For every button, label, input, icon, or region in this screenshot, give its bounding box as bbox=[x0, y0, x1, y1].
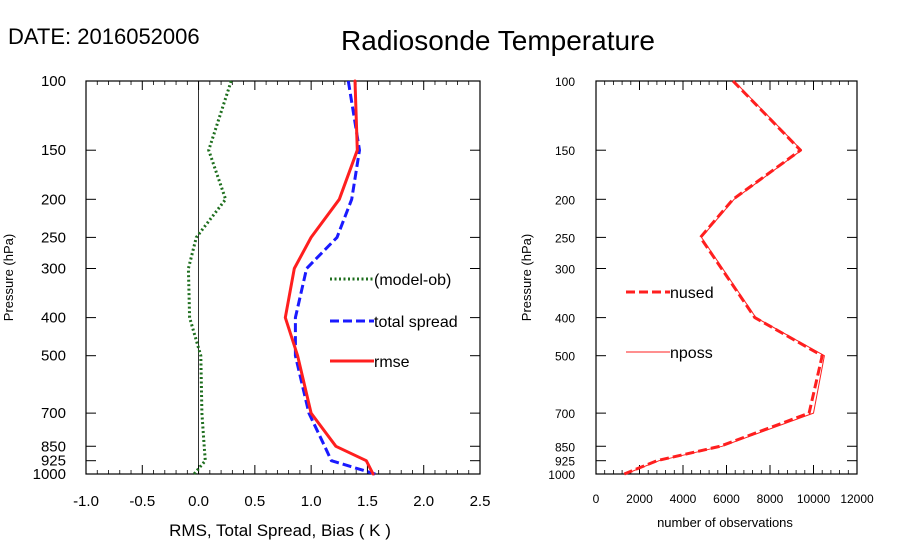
x-tick-label: 1.5 bbox=[357, 493, 378, 510]
x-tick-label: 0.5 bbox=[244, 493, 265, 510]
y-tick-label: 850 bbox=[555, 440, 575, 454]
legend-label: rmse bbox=[374, 354, 410, 371]
chart-title: Radiosonde Temperature bbox=[341, 25, 655, 56]
legend-label: (model-ob) bbox=[374, 272, 451, 289]
y-tick-label: 700 bbox=[555, 407, 575, 421]
y-axis-label: Pressure (hPa) bbox=[1, 234, 16, 321]
x-tick-label: 1.0 bbox=[301, 493, 322, 510]
series-line-nposs bbox=[625, 80, 825, 475]
y-tick-label: 925 bbox=[555, 455, 575, 469]
y-tick-label: 200 bbox=[555, 193, 575, 207]
y-tick-label: 925 bbox=[41, 453, 66, 470]
plot-frame bbox=[85, 80, 481, 475]
y-tick-label: 300 bbox=[555, 263, 575, 277]
legend-label: nused bbox=[670, 285, 714, 302]
left-panel: -1.0 -0.5 0.0 0.5 1.0 1.5 2.0 2.5 100 150 200 250 30… bbox=[1, 73, 490, 540]
y-tick-label: 850 bbox=[41, 438, 66, 455]
y-tick-label: 500 bbox=[555, 350, 575, 364]
y-tick-label: 100 bbox=[555, 75, 575, 89]
y-tick-label: 300 bbox=[41, 261, 66, 278]
x-tick-label: 4000 bbox=[670, 492, 697, 506]
x-tick-label: 6000 bbox=[713, 492, 740, 506]
x-axis-label: RMS, Total Spread, Bias ( K ) bbox=[169, 521, 391, 540]
y-tick-label: 250 bbox=[41, 229, 66, 246]
y-axis-label: Pressure (hPa) bbox=[519, 234, 534, 321]
legend-label: total spread bbox=[374, 314, 458, 331]
y-tick-label: 1000 bbox=[33, 466, 66, 483]
y-tick-label: 250 bbox=[555, 231, 575, 245]
y-tick-label: 500 bbox=[41, 348, 66, 365]
x-tick-label: 2.5 bbox=[470, 493, 491, 510]
x-tick-label: 12000 bbox=[840, 492, 874, 506]
x-tick-label: 0 bbox=[593, 492, 600, 506]
x-tick-label: 2000 bbox=[626, 492, 653, 506]
legend-label: nposs bbox=[670, 345, 713, 362]
x-tick-label: -1.0 bbox=[73, 493, 99, 510]
series-line-model-ob bbox=[186, 80, 233, 475]
y-tick-label: 400 bbox=[555, 312, 575, 326]
series-line-nused bbox=[623, 79, 824, 476]
x-tick-label: 2.0 bbox=[413, 493, 434, 510]
y-tick-label: 1000 bbox=[548, 468, 575, 482]
y-tick-label: 150 bbox=[41, 142, 66, 159]
series-line-total-spread bbox=[293, 80, 376, 476]
y-tick-label: 700 bbox=[41, 405, 66, 422]
x-tick-label: 10000 bbox=[797, 492, 831, 506]
x-tick-label: 8000 bbox=[757, 492, 784, 506]
x-tick-label: 0.0 bbox=[188, 493, 209, 510]
y-tick-label: 200 bbox=[41, 191, 66, 208]
y-tick-label: 100 bbox=[41, 73, 66, 90]
x-axis-label: number of observations bbox=[657, 515, 793, 530]
right-panel: 0 2000 4000 6000 8000 10000 12000 100 150 200 250 3… bbox=[519, 75, 874, 530]
x-tick-label: -0.5 bbox=[129, 493, 155, 510]
y-tick-label: 150 bbox=[555, 144, 575, 158]
series-line-rmse bbox=[283, 79, 375, 476]
date-label: DATE: 2016052006 bbox=[8, 24, 200, 49]
y-tick-label: 400 bbox=[41, 310, 66, 327]
